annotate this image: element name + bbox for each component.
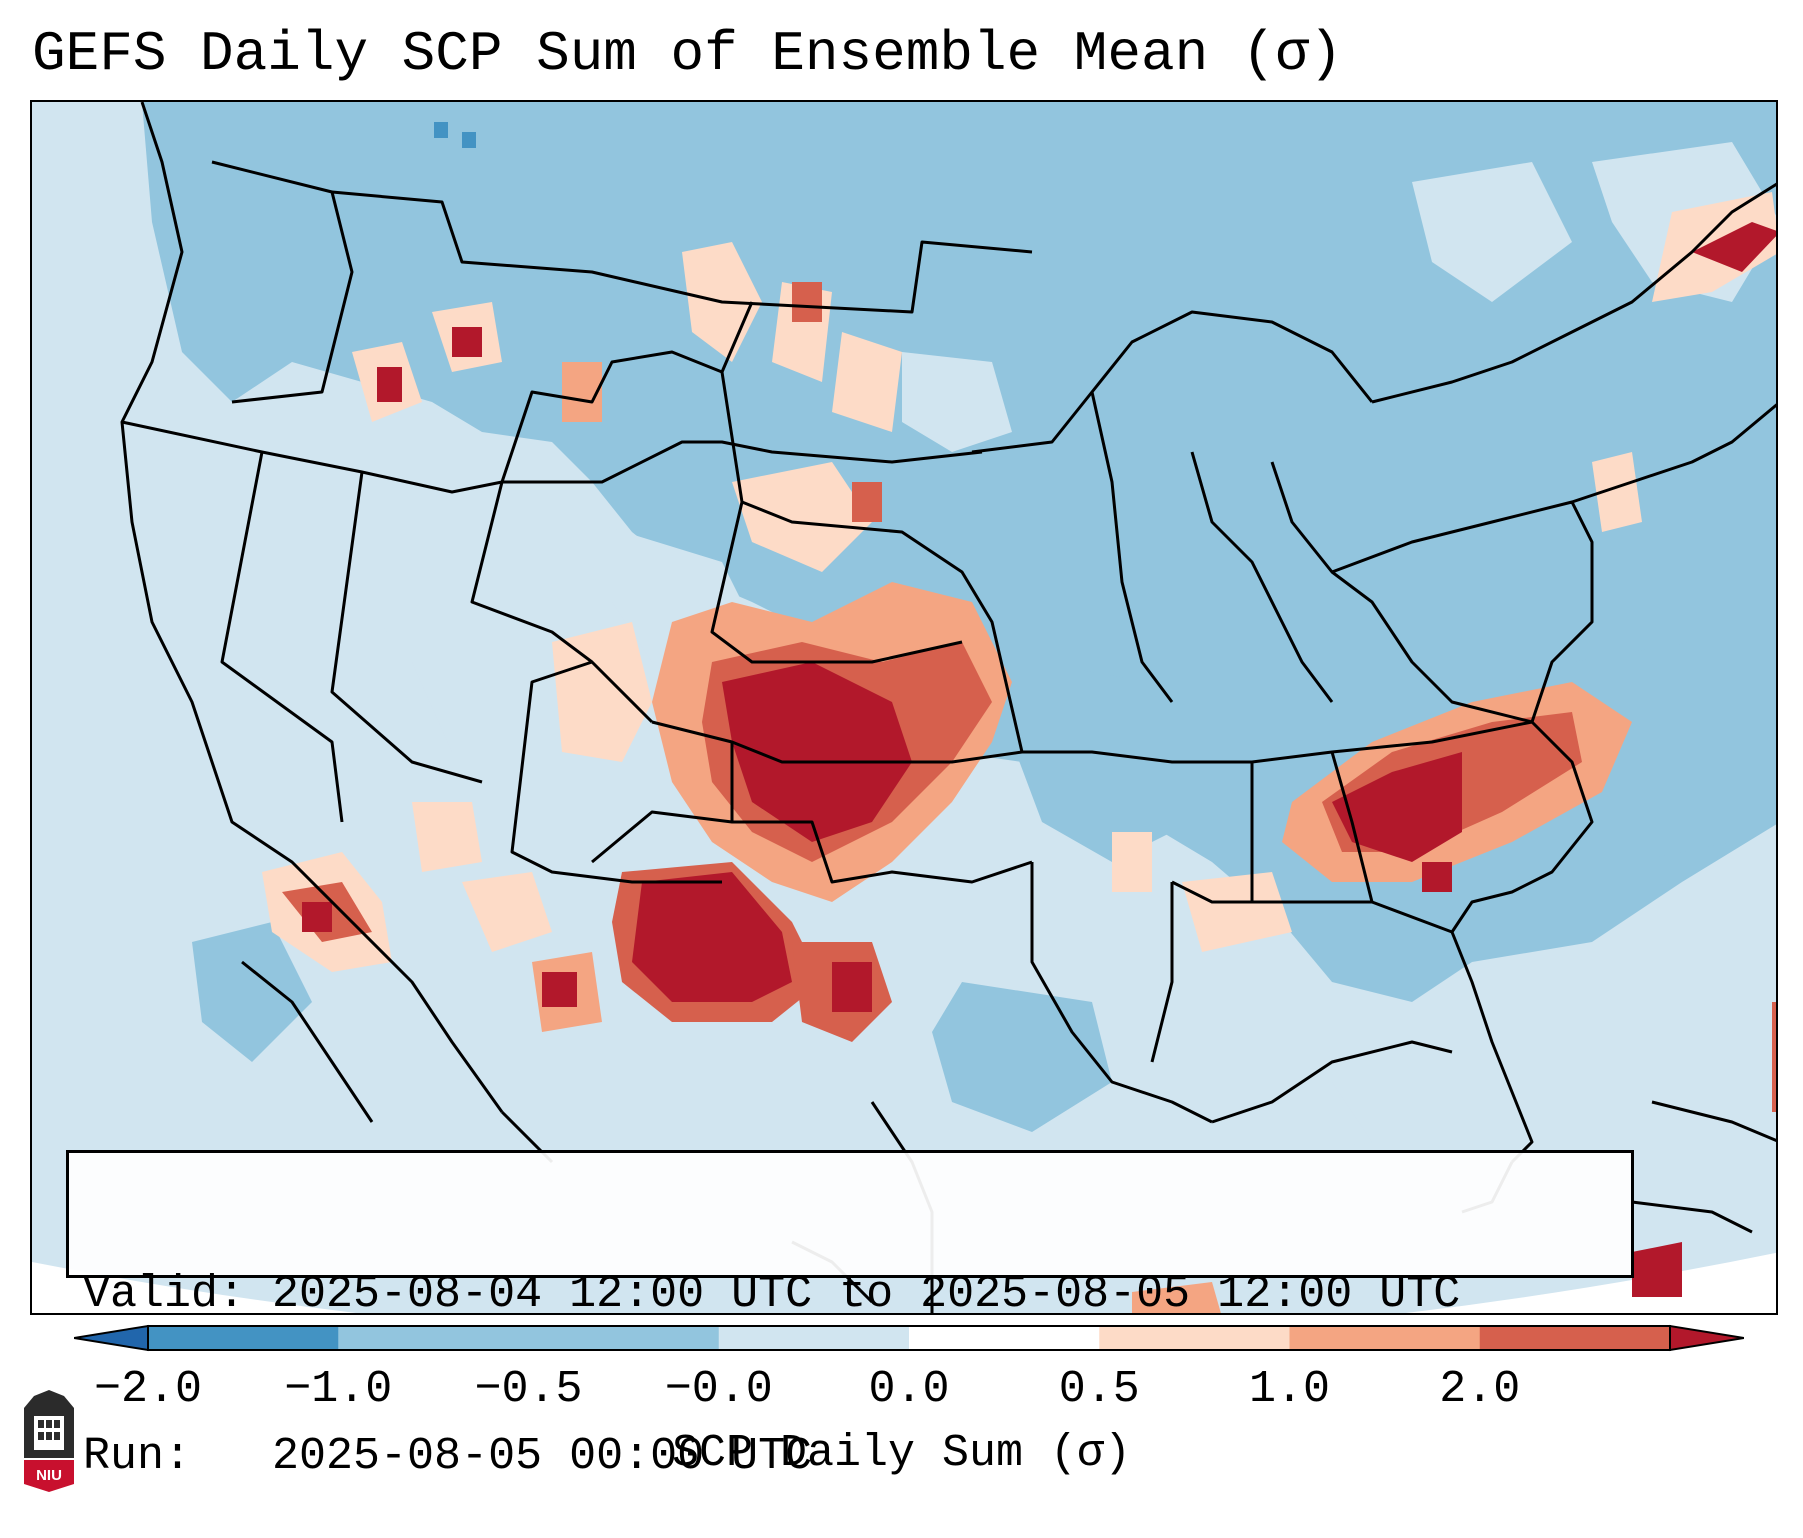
colorbar-tick-label: −2.0 [93,1364,203,1415]
colorbar-bin [1099,1326,1290,1350]
svg-text:NIU: NIU [36,1467,62,1484]
colorbar-bin [909,1326,1100,1350]
southeast-signal [1112,682,1776,1297]
colorbar-tick-label: 2.0 [1439,1364,1521,1415]
run-time-text: Run: 2025-08-05 00:00 UTC [83,1431,813,1482]
colorbar-bin [338,1326,529,1350]
state-boundaries [120,102,1776,1313]
colorbar [74,1324,1744,1352]
validity-info-box: Valid: 2025-08-04 12:00 UTC to 2025-08-0… [66,1150,1634,1482]
colorbar-tick-label: −1.0 [284,1364,393,1415]
colorbar-tick-label: 0.0 [868,1364,950,1415]
colorbar-tick-label: −0.5 [474,1364,583,1415]
map-panel [30,100,1778,1315]
valid-time-text: Valid: 2025-08-04 12:00 UTC to 2025-08-0… [83,1269,1461,1320]
colorbar-bin [1289,1326,1481,1350]
map-title: GEFS Daily SCP Sum of Ensemble Mean (σ) [32,22,1343,86]
colorbar-under-arrow [74,1326,148,1350]
colorbar-label: SCP Daily Sum (σ) [671,1428,1132,1479]
colorbar-tick-label: 1.0 [1248,1364,1331,1415]
colorbar-tick-label: 0.5 [1058,1364,1140,1415]
colorbar-tick-label: −0.0 [664,1364,773,1415]
colorbar-bin [718,1326,910,1350]
scp-map [32,102,1776,1313]
colorbar-bin [148,1326,339,1350]
colorbar-bin [1479,1326,1671,1350]
colorbar-over-arrow [1670,1326,1744,1350]
colorbar-bin [528,1326,720,1350]
niu-logo-icon: NIU [24,1390,74,1492]
